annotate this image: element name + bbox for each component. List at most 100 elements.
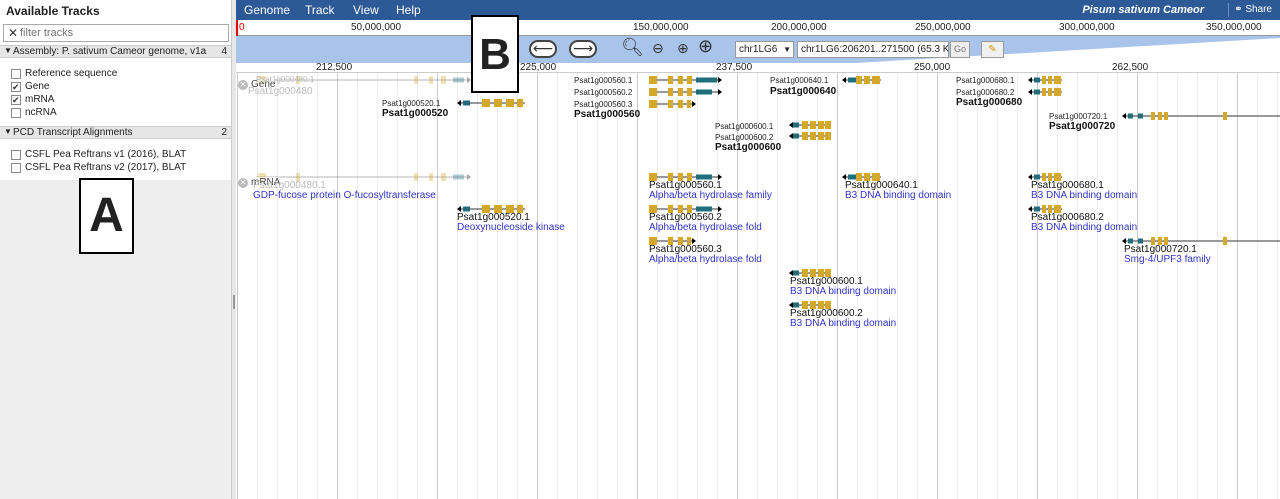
exon-block[interactable] (649, 76, 657, 84)
exon-block[interactable] (506, 99, 514, 107)
exon-block[interactable] (1151, 112, 1155, 120)
exon-block[interactable] (810, 269, 816, 277)
track-checkbox[interactable] (11, 107, 21, 118)
exon-block[interactable] (668, 88, 673, 96)
zoom-out-small-icon[interactable]: ⊖ (652, 40, 664, 56)
utr-block[interactable] (696, 206, 712, 212)
exon-block[interactable] (810, 132, 816, 140)
exon-block[interactable] (687, 76, 692, 84)
reference-sequence-select[interactable]: chr1LG6 ▼ (735, 41, 794, 58)
exon-block[interactable] (1042, 88, 1046, 96)
exon-block[interactable] (678, 88, 683, 96)
zoom-in-large-icon[interactable]: ⊕ (698, 36, 714, 56)
menu-track[interactable]: Track (305, 3, 335, 17)
exon-block[interactable] (517, 205, 523, 213)
exon-block[interactable] (668, 173, 673, 181)
track-item-ncrna[interactable]: ncRNA (11, 106, 57, 119)
exon-block[interactable] (414, 173, 418, 181)
utr-block[interactable] (793, 122, 799, 128)
exon-block[interactable] (1223, 237, 1227, 245)
mrna-description[interactable]: GDP-fucose protein O-fucosyltransferase (253, 190, 436, 201)
mrna-name[interactable]: Psat1g000680.2 (1031, 212, 1104, 223)
exon-block[interactable] (1054, 88, 1061, 96)
mrna-name[interactable]: Psat1g000640.1 (845, 180, 918, 191)
track-area[interactable]: ✕ Gene ✕ mRNA Psat1g000480.1 Psat1g000480 … (236, 73, 1280, 499)
exon-block[interactable] (1164, 112, 1168, 120)
exon-block[interactable] (482, 205, 490, 213)
clear-filter-icon[interactable]: ✕ (8, 26, 19, 40)
exon-block[interactable] (441, 76, 446, 84)
exon-block[interactable] (1048, 173, 1052, 181)
utr-block[interactable] (1138, 113, 1143, 119)
exon-block[interactable] (818, 121, 824, 129)
exon-block[interactable] (441, 173, 446, 181)
mrna-name[interactable]: Psat1g000600.1 (790, 276, 863, 287)
exon-block[interactable] (668, 205, 673, 213)
exon-block[interactable] (1042, 76, 1046, 84)
menu-genome[interactable]: Genome (244, 3, 291, 17)
gene-name[interactable]: Psat1g000640 (770, 86, 837, 97)
mrna-name[interactable]: Psat1g000520.1 (457, 212, 530, 223)
gene-name[interactable]: Psat1g000480 (248, 86, 313, 97)
track-item-reftrans-v1[interactable]: CSFL Pea Reftrans v1 (2016), BLAT (11, 148, 186, 161)
exon-block[interactable] (856, 76, 862, 84)
utr-block[interactable] (793, 270, 799, 276)
exon-block[interactable] (802, 132, 808, 140)
track-checkbox[interactable] (11, 68, 21, 79)
highlight-button[interactable]: ✎ (981, 41, 1004, 58)
exon-block[interactable] (802, 121, 808, 129)
utr-block[interactable] (696, 174, 712, 180)
exon-block[interactable] (649, 100, 657, 108)
exon-block[interactable] (864, 173, 870, 181)
exon-block[interactable] (649, 205, 657, 213)
mrna-name[interactable]: Psat1g000600.2 (790, 308, 863, 319)
utr-block[interactable] (1034, 174, 1040, 180)
exon-block[interactable] (1054, 76, 1061, 84)
exon-block[interactable] (678, 100, 683, 108)
pan-left-button[interactable]: ⟵ (529, 40, 557, 58)
exon-block[interactable] (856, 173, 862, 181)
utr-block[interactable] (793, 133, 799, 139)
location-input[interactable]: chr1LG6:206201..271500 (65.3 Kb) (797, 41, 949, 58)
exon-block[interactable] (802, 269, 808, 277)
exon-block[interactable] (649, 237, 657, 245)
exon-block[interactable] (687, 173, 692, 181)
category-pcd-transcript-alignments[interactable]: ▼ PCD Transcript Alignments 2 (0, 126, 231, 139)
mrna-description[interactable]: B3 DNA binding domain (1031, 190, 1138, 201)
utr-block[interactable] (1128, 113, 1133, 119)
exon-block[interactable] (506, 205, 514, 213)
exon-block[interactable] (482, 99, 490, 107)
track-checkbox[interactable] (11, 162, 21, 173)
close-track-icon[interactable]: ✕ (238, 178, 248, 188)
overview-ruler[interactable]: 0 50,000,000 150,000,000 200,000,000 250… (236, 20, 1280, 36)
exon-block[interactable] (1158, 112, 1162, 120)
utr-block[interactable] (1034, 89, 1040, 95)
exon-block[interactable] (678, 237, 683, 245)
mrna-description[interactable]: B3 DNA binding domain (1031, 222, 1138, 233)
filter-tracks-field[interactable]: ✕ (3, 24, 229, 42)
utr-block[interactable] (453, 174, 464, 180)
exon-block[interactable] (1042, 173, 1046, 181)
utr-block[interactable] (1034, 206, 1040, 212)
exon-block[interactable] (687, 88, 692, 96)
utr-block[interactable] (848, 77, 856, 83)
zoom-out-large-icon[interactable]: 🔍︎ (621, 37, 644, 57)
mrna-name[interactable]: Psat1g000560.2 (649, 212, 722, 223)
gene-name[interactable]: Psat1g000520 (382, 108, 449, 119)
panel-splitter[interactable] (232, 0, 236, 499)
exon-block[interactable] (1054, 205, 1061, 213)
exon-block[interactable] (1042, 205, 1046, 213)
exon-block[interactable] (687, 100, 691, 108)
collapse-triangle-icon[interactable]: ▼ (4, 46, 12, 55)
exon-block[interactable] (810, 301, 816, 309)
exon-block[interactable] (818, 269, 824, 277)
track-label-mrna[interactable]: ✕ mRNA (238, 177, 281, 188)
exon-block[interactable] (678, 76, 683, 84)
exon-block[interactable] (687, 237, 691, 245)
utr-block[interactable] (696, 77, 717, 83)
track-checkbox[interactable] (11, 149, 21, 160)
exon-block[interactable] (1054, 173, 1061, 181)
utr-block[interactable] (848, 174, 856, 180)
track-item-reference-sequence[interactable]: Reference sequence (11, 67, 117, 80)
exon-block[interactable] (818, 132, 824, 140)
